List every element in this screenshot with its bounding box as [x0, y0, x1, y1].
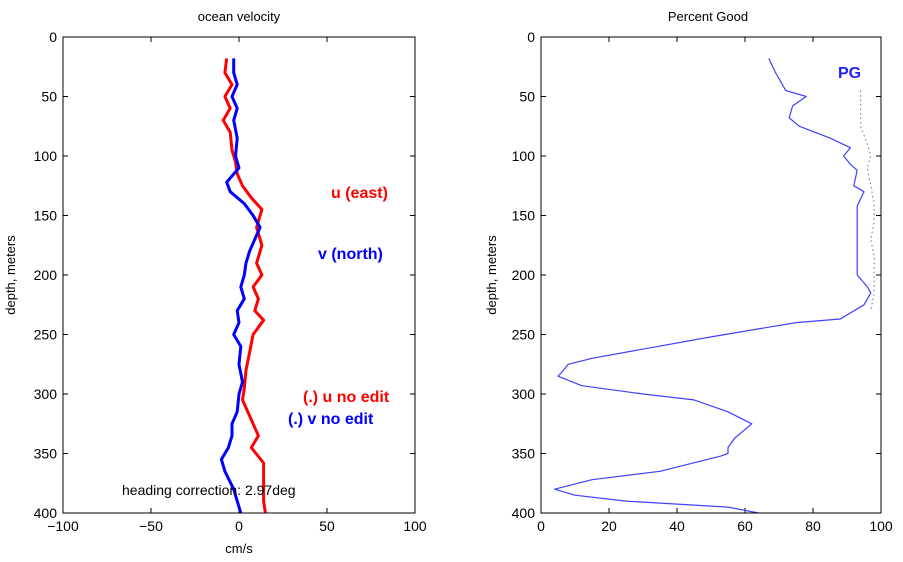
x-tick-label: 60 [737, 518, 753, 534]
y-tick-label: 400 [34, 505, 58, 521]
series-line-0 [553, 58, 872, 514]
x-tick-label: −100 [47, 518, 79, 534]
annotation-v-north: v (north) [318, 246, 383, 263]
percent-good-title: Percent Good [668, 9, 748, 24]
velocity-xlabel: cm/s [225, 541, 253, 556]
series-line-0 [221, 58, 267, 514]
x-tick-label: 0 [235, 518, 243, 534]
y-tick-label: 50 [41, 89, 57, 105]
annotation-v-no-edit: (.) v no edit [288, 411, 374, 428]
velocity-ylabel: depth, meters [3, 235, 18, 315]
velocity-title: ocean velocity [198, 9, 281, 24]
y-tick-label: 150 [512, 208, 536, 224]
y-tick-label: 350 [34, 446, 58, 462]
x-tick-label: 100 [869, 518, 893, 534]
x-tick-label: 80 [805, 518, 821, 534]
y-tick-label: 350 [512, 446, 536, 462]
y-tick-label: 0 [49, 29, 57, 45]
series-line-1 [219, 58, 262, 514]
velocity-series [219, 58, 267, 514]
annotation-u-east: u (east) [331, 185, 388, 202]
y-tick-label: 100 [34, 148, 58, 164]
percent-good-axis-ticks: 0 20 40 60 80 100 0 50 100 150 200 250 300 350 400 [512, 29, 893, 534]
velocity-axis-ticks: −100 −50 0 50 100 0 50 100 150 200 250 300 350 400 [34, 29, 427, 534]
x-tick-label: 50 [319, 518, 335, 534]
y-tick-label: 100 [512, 148, 536, 164]
x-tick-label: 0 [537, 518, 545, 534]
series-line-1 [859, 90, 875, 311]
y-tick-label: 300 [34, 386, 58, 402]
y-tick-label: 300 [512, 386, 536, 402]
y-tick-label: 150 [34, 208, 58, 224]
annotation-pg: PG [838, 65, 861, 82]
x-tick-label: −50 [139, 518, 163, 534]
annotation-u-no-edit: (.) u no edit [303, 389, 390, 406]
y-tick-label: 250 [34, 327, 58, 343]
percent-good-ylabel: depth, meters [484, 235, 499, 315]
y-tick-label: 0 [527, 29, 535, 45]
annotation-heading-correction: heading correction: 2.97deg [122, 482, 296, 498]
y-tick-label: 400 [512, 505, 536, 521]
y-tick-label: 250 [512, 327, 536, 343]
velocity-panel: ocean velocity depth, meters cm/s −100 −5… [3, 9, 427, 556]
x-tick-label: 40 [669, 518, 685, 534]
percent-good-panel: Percent Good depth, meters 0 20 40 60 80 1000… [484, 9, 893, 534]
percent-good-series [553, 58, 875, 514]
x-tick-label: 20 [601, 518, 617, 534]
velocity-axes-box [62, 36, 416, 514]
percent-good-axes-box [540, 36, 882, 514]
y-tick-label: 200 [512, 267, 536, 283]
y-tick-label: 200 [34, 267, 58, 283]
x-tick-label: 100 [403, 518, 427, 534]
y-tick-label: 50 [519, 89, 535, 105]
